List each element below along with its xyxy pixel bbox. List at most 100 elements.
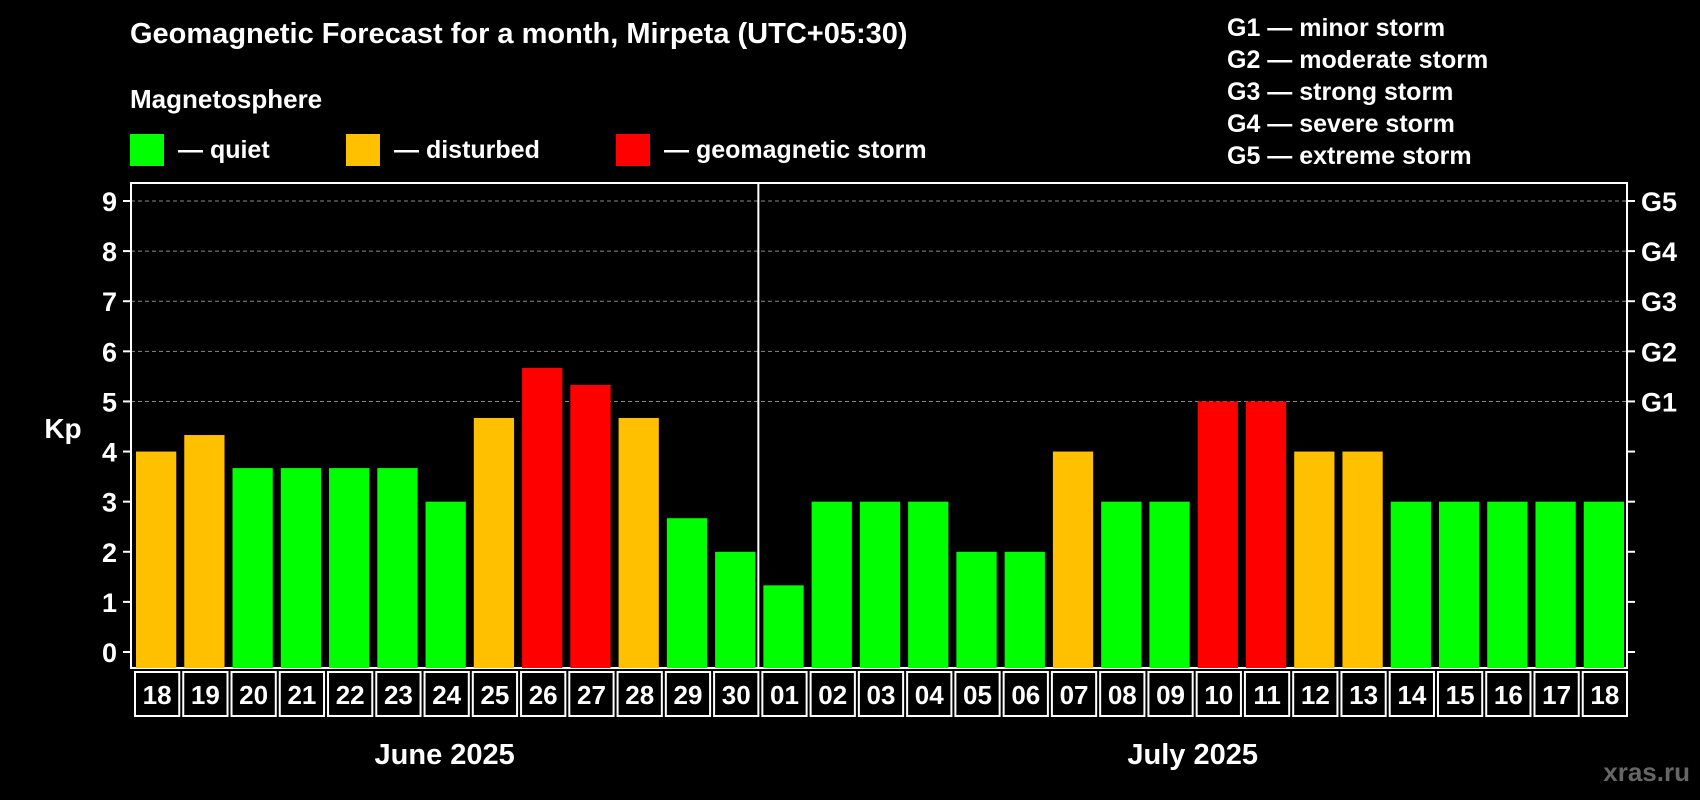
- y-tick-label: 3: [102, 488, 117, 518]
- day-label: 24: [432, 680, 461, 710]
- disturbed-swatch: [346, 134, 380, 166]
- day-label: 17: [1542, 680, 1571, 710]
- day-label: 25: [480, 680, 509, 710]
- day-label-box: [616, 671, 663, 717]
- chart-title: Geomagnetic Forecast for a month, Mirpet…: [130, 18, 908, 50]
- kp-bar: [473, 417, 515, 668]
- legend-subtitle: Magnetosphere: [130, 84, 323, 114]
- quiet-swatch: [130, 134, 164, 166]
- day-label-box: [520, 671, 567, 717]
- day-label: 20: [239, 680, 268, 710]
- kp-bar: [811, 501, 852, 668]
- kp-bar: [1149, 501, 1190, 668]
- legend-label-storm: — geomagnetic storm: [664, 135, 927, 164]
- day-label-box: [761, 671, 808, 717]
- day-label-box: [1436, 671, 1484, 717]
- g-scale-item: G2 — moderate storm: [1227, 46, 1489, 74]
- day-label: 05: [963, 680, 992, 710]
- y-tick-label: 2: [102, 538, 117, 568]
- day-label: 02: [818, 680, 847, 710]
- day-label: 21: [287, 680, 316, 710]
- kp-bar: [184, 435, 225, 668]
- kp-bar: [1052, 451, 1094, 668]
- day-label: 14: [1397, 680, 1426, 710]
- day-label: 08: [1108, 680, 1137, 710]
- kp-bar: [1004, 551, 1045, 668]
- day-label-box: [230, 671, 277, 717]
- kp-bar: [1294, 451, 1335, 668]
- kp-bar: [280, 468, 322, 668]
- kp-bar: [232, 468, 273, 668]
- g-tick-label: G4: [1641, 237, 1677, 267]
- g-tick-label: G3: [1641, 287, 1677, 317]
- day-label: 30: [722, 680, 751, 710]
- day-label: 11: [1253, 680, 1281, 710]
- day-label-box: [906, 671, 953, 717]
- storm-swatch: [616, 134, 650, 166]
- day-label-box: [1002, 671, 1049, 717]
- legend-label-disturbed: — disturbed: [394, 135, 540, 164]
- day-label-box: [1533, 671, 1580, 717]
- y-tick-label: 6: [102, 337, 117, 367]
- day-label-box: [1292, 671, 1339, 717]
- kp-bar: [1535, 501, 1576, 668]
- day-label: 03: [867, 680, 896, 710]
- y-tick-label: 4: [102, 438, 117, 468]
- kp-bar: [329, 468, 370, 668]
- g-scale-item: G1 — minor storm: [1227, 14, 1446, 42]
- kp-bar: [1245, 401, 1287, 668]
- day-label-box: [1050, 671, 1098, 717]
- day-label-box: [1485, 671, 1532, 717]
- day-label: 01: [770, 680, 799, 710]
- day-label: 09: [1156, 680, 1185, 710]
- g-scale-item: G5 — extreme storm: [1227, 142, 1472, 170]
- day-label-box: [954, 671, 1001, 717]
- kp-bar: [1342, 451, 1383, 668]
- day-label-box: [857, 671, 905, 717]
- day-label: 19: [191, 680, 220, 710]
- day-label-box: [1243, 671, 1291, 717]
- day-label-box: [182, 671, 229, 717]
- day-label: 26: [529, 680, 558, 710]
- g-scale-legend: G1 — minor storm G2 — moderate storm G3 …: [1227, 12, 1488, 172]
- kp-bar: [956, 551, 997, 668]
- day-label: 04: [915, 680, 944, 710]
- watermark: xras.ru: [1603, 757, 1690, 787]
- kp-bar: [1390, 501, 1431, 668]
- day-label: 29: [674, 680, 703, 710]
- day-label: 16: [1494, 680, 1523, 710]
- y-tick-label: 0: [102, 638, 117, 668]
- kp-bar: [908, 501, 949, 668]
- kp-bar: [763, 585, 804, 668]
- y-tick-label: 5: [102, 387, 117, 417]
- day-label-box: [327, 671, 374, 717]
- day-label-box: [375, 671, 422, 717]
- g-tick-label: G1: [1641, 387, 1677, 417]
- y-tick-label: 9: [102, 187, 117, 217]
- day-label-box: [278, 671, 326, 717]
- day-label-box: [1581, 671, 1629, 717]
- day-label-box: [1340, 671, 1387, 717]
- kp-bar: [570, 384, 611, 668]
- day-label: 06: [1011, 680, 1040, 710]
- kp-bar: [618, 417, 659, 668]
- day-label-box: [1195, 671, 1242, 717]
- y-tick-label: 7: [102, 287, 117, 317]
- day-label-box: [471, 671, 519, 717]
- day-label-box: [1147, 671, 1194, 717]
- kp-bar: [1438, 501, 1480, 668]
- day-label: 18: [143, 680, 172, 710]
- y-tick-label: 1: [102, 588, 117, 618]
- day-label: 07: [1060, 680, 1089, 710]
- day-label-box: [713, 671, 760, 717]
- legend-item-storm: — geomagnetic storm: [616, 134, 927, 166]
- kp-bar: [1197, 401, 1238, 668]
- kp-bar: [136, 451, 177, 668]
- month-label: July 2025: [1127, 739, 1258, 771]
- day-label-box: [1388, 671, 1435, 717]
- g-scale-item: G3 — strong storm: [1227, 78, 1454, 106]
- g-tick-label: G5: [1641, 187, 1677, 217]
- day-label-box: [423, 671, 470, 717]
- legend-item-disturbed: — disturbed: [346, 134, 540, 166]
- kp-bar: [377, 468, 418, 668]
